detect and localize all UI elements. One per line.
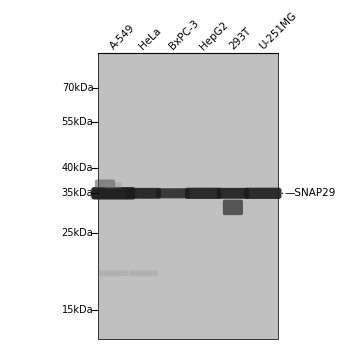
FancyBboxPatch shape (245, 189, 280, 198)
Text: HeLa: HeLa (138, 26, 163, 52)
FancyBboxPatch shape (105, 182, 122, 188)
Text: A-549: A-549 (108, 23, 136, 52)
Text: BxPC-3: BxPC-3 (168, 19, 201, 52)
Text: 40kDa: 40kDa (62, 163, 93, 173)
Bar (98, 54, 278, 339)
FancyBboxPatch shape (91, 187, 135, 199)
Text: 70kDa: 70kDa (62, 83, 93, 93)
FancyBboxPatch shape (156, 188, 190, 198)
Text: 35kDa: 35kDa (62, 188, 93, 198)
FancyBboxPatch shape (185, 188, 221, 199)
FancyBboxPatch shape (217, 188, 249, 199)
FancyBboxPatch shape (126, 189, 161, 198)
FancyBboxPatch shape (91, 188, 135, 199)
Text: 293T: 293T (228, 26, 253, 52)
FancyBboxPatch shape (223, 200, 243, 215)
FancyBboxPatch shape (185, 188, 221, 198)
FancyBboxPatch shape (157, 189, 189, 197)
FancyBboxPatch shape (99, 270, 128, 276)
Text: —SNAP29: —SNAP29 (284, 188, 336, 198)
FancyBboxPatch shape (244, 188, 281, 199)
FancyBboxPatch shape (218, 189, 248, 198)
FancyBboxPatch shape (125, 188, 161, 199)
Text: HepG2: HepG2 (198, 20, 230, 52)
FancyBboxPatch shape (186, 189, 220, 198)
Text: 15kDa: 15kDa (62, 305, 93, 315)
FancyBboxPatch shape (217, 189, 249, 198)
FancyBboxPatch shape (244, 188, 281, 198)
Text: 25kDa: 25kDa (61, 228, 93, 238)
Text: U-251MG: U-251MG (258, 11, 298, 52)
FancyBboxPatch shape (92, 188, 134, 198)
FancyBboxPatch shape (95, 180, 115, 188)
Text: 55kDa: 55kDa (61, 117, 93, 127)
FancyBboxPatch shape (126, 189, 160, 198)
FancyBboxPatch shape (129, 270, 158, 276)
